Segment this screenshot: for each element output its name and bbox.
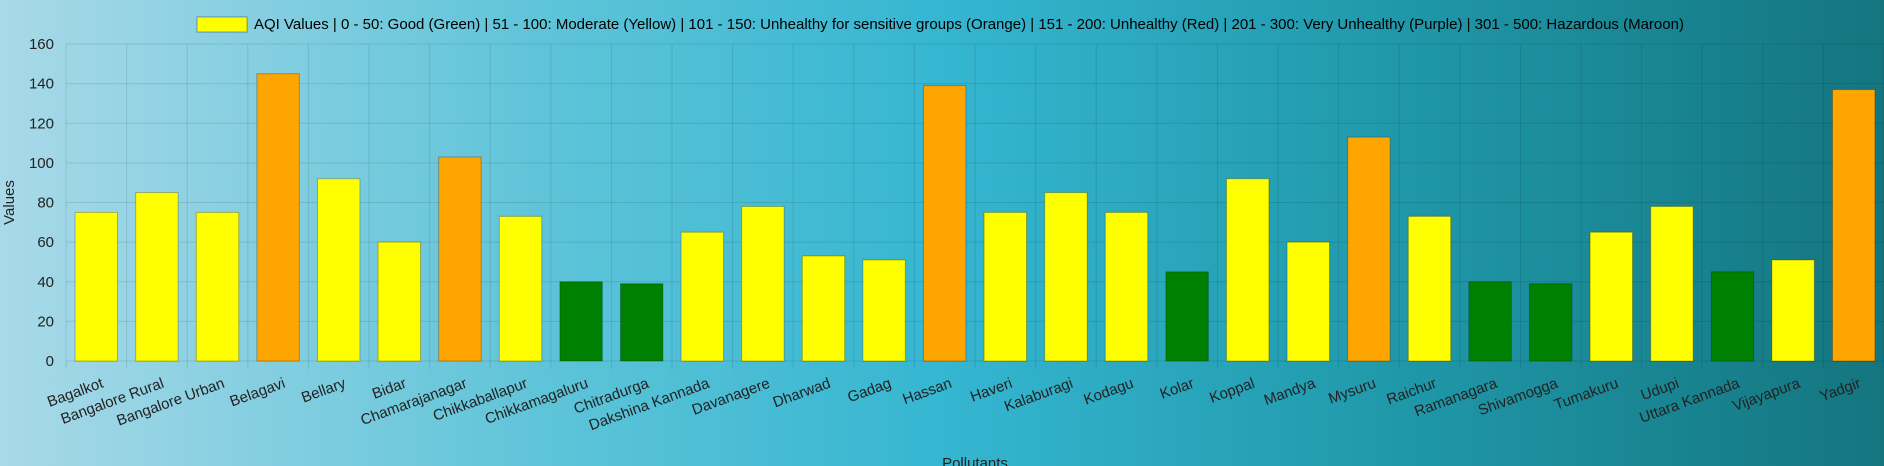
x-tick-label: Yadgir xyxy=(1818,375,1864,405)
y-tick-label: 40 xyxy=(37,274,54,291)
x-tick-label: Mysuru xyxy=(1326,375,1378,408)
bar[interactable] xyxy=(256,73,300,362)
y-tick-label: 0 xyxy=(46,353,54,370)
bar[interactable] xyxy=(1771,259,1815,362)
bar[interactable] xyxy=(741,205,785,362)
y-tick-label: 160 xyxy=(29,36,54,53)
y-tick-label: 140 xyxy=(29,76,54,93)
bar[interactable] xyxy=(559,281,603,362)
bar[interactable] xyxy=(1589,231,1634,362)
y-tick-label: 100 xyxy=(29,155,54,172)
legend[interactable]: AQI Values | 0 - 50: Good (Green) | 51 -… xyxy=(196,16,1684,33)
bar[interactable] xyxy=(316,178,361,362)
bar[interactable] xyxy=(680,231,725,362)
x-tick-label: Tumakuru xyxy=(1552,375,1621,414)
bar[interactable] xyxy=(74,211,119,362)
bar[interactable] xyxy=(1044,192,1088,362)
y-tick-label: 80 xyxy=(37,195,54,212)
x-tick-label: Belagavi xyxy=(228,375,288,411)
x-tick-label: Gadag xyxy=(845,375,893,406)
legend-label[interactable]: AQI Values | 0 - 50: Good (Green) | 51 -… xyxy=(254,16,1684,33)
x-tick-label: Kalaburagi xyxy=(1002,375,1075,416)
bar[interactable] xyxy=(1347,136,1391,362)
bar[interactable] xyxy=(862,259,906,362)
grid xyxy=(65,43,1884,369)
bar[interactable] xyxy=(498,215,543,362)
x-tick-label: Bellary xyxy=(299,375,348,407)
bar[interactable] xyxy=(1225,178,1270,362)
bar[interactable] xyxy=(438,156,482,362)
bar[interactable] xyxy=(983,211,1028,362)
y-tick-label: 20 xyxy=(37,313,54,330)
x-tick-label: Kolar xyxy=(1158,375,1197,403)
y-axis-title: Values xyxy=(1,180,18,225)
bar[interactable] xyxy=(1468,281,1512,362)
bar[interactable] xyxy=(1710,271,1755,362)
bar[interactable] xyxy=(1528,283,1573,362)
bar[interactable] xyxy=(1165,271,1209,362)
bar[interactable] xyxy=(619,283,664,362)
x-tick-label: Vijayapura xyxy=(1730,375,1803,415)
legend-swatch[interactable] xyxy=(196,16,248,33)
x-tick-label: Dharwad xyxy=(771,375,833,412)
bar[interactable] xyxy=(801,255,846,362)
bars xyxy=(74,73,1876,362)
bar[interactable] xyxy=(1831,89,1876,362)
x-axis-title: Pollutants xyxy=(942,455,1008,466)
bar[interactable] xyxy=(195,211,240,362)
x-tick-label: Kodagu xyxy=(1081,375,1135,409)
bar[interactable] xyxy=(377,241,422,362)
y-tick-label: 120 xyxy=(29,115,54,132)
x-tick-label: Koppal xyxy=(1207,375,1257,407)
x-tick-label: Hassan xyxy=(900,375,954,408)
bar[interactable] xyxy=(922,85,967,362)
bar[interactable] xyxy=(135,192,179,362)
x-tick-label: Mandya xyxy=(1262,375,1319,409)
y-tick-label: 60 xyxy=(37,234,54,251)
bar[interactable] xyxy=(1650,205,1694,362)
bar[interactable] xyxy=(1104,211,1149,362)
bar[interactable] xyxy=(1407,215,1452,362)
bar[interactable] xyxy=(1286,241,1331,362)
